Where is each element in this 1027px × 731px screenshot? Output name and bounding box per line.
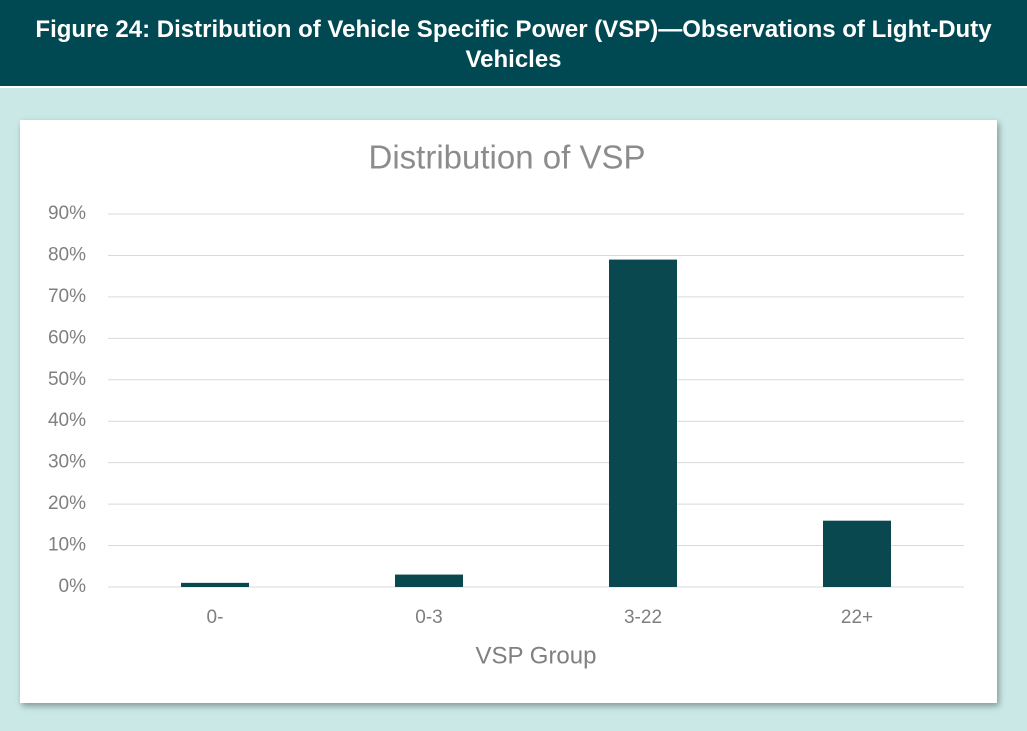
y-tick-label: 40% xyxy=(48,410,86,431)
y-tick-label: 70% xyxy=(48,286,86,307)
chart-card xyxy=(20,120,997,703)
x-tick-label: 0- xyxy=(207,607,224,628)
chart-title: Distribution of VSP xyxy=(369,139,646,176)
y-tick-label: 10% xyxy=(48,535,86,556)
x-tick-label: 3-22 xyxy=(624,607,662,628)
y-tick-label: 50% xyxy=(48,369,86,390)
figure-caption: Figure 24: Distribution of Vehicle Speci… xyxy=(0,0,1027,88)
x-tick-label: 22+ xyxy=(841,607,873,628)
y-tick-label: 80% xyxy=(48,244,86,265)
y-tick-label: 30% xyxy=(48,452,86,473)
y-tick-label: 0% xyxy=(59,576,87,597)
bar xyxy=(609,259,677,587)
bar xyxy=(181,582,249,587)
x-tick-label: 0-3 xyxy=(415,607,442,628)
y-tick-label: 60% xyxy=(48,327,86,348)
y-tick-label: 90% xyxy=(48,203,86,224)
x-axis-title: VSP Group xyxy=(476,642,597,669)
bar xyxy=(823,520,891,587)
bar xyxy=(395,574,463,587)
y-tick-label: 20% xyxy=(48,493,86,514)
